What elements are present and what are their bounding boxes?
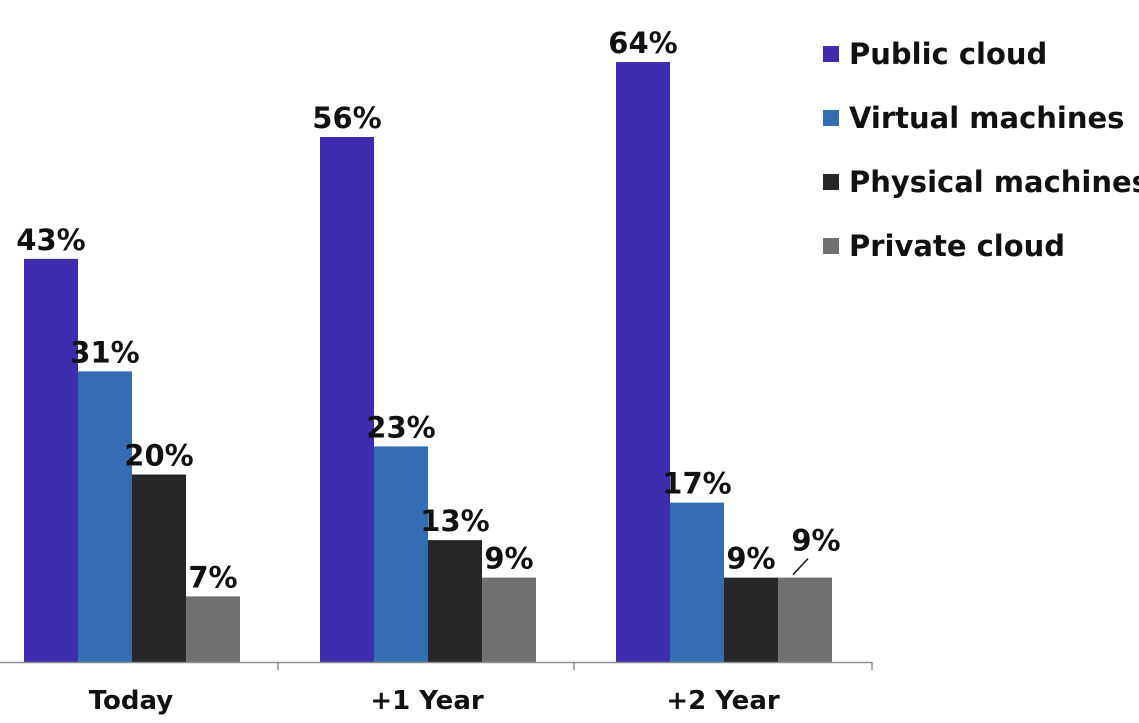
bars-layer bbox=[24, 62, 832, 662]
bar-private-cloud-today bbox=[186, 596, 240, 662]
data-label-public-cloud-today: 43% bbox=[16, 223, 85, 257]
x-tick-label-today: Today bbox=[89, 686, 174, 716]
x-tick-label-2-year: +2 Year bbox=[666, 686, 780, 716]
bar-physical-machines-today bbox=[132, 474, 186, 662]
data-label-private-cloud-today: 7% bbox=[188, 560, 237, 594]
bar-physical-machines-1-year bbox=[428, 540, 482, 662]
bar-private-cloud-1-year bbox=[482, 577, 536, 662]
legend-swatch-public-cloud bbox=[823, 46, 839, 62]
legend-label-virtual-machines: Virtual machines bbox=[849, 101, 1124, 135]
data-label-private-cloud-2-year: 9% bbox=[791, 524, 840, 558]
bar-public-cloud-1-year bbox=[320, 137, 374, 662]
legend-label-public-cloud: Public cloud bbox=[849, 37, 1047, 71]
legend-label-physical-machines: Physical machines bbox=[849, 165, 1139, 199]
data-label-public-cloud-2-year: 64% bbox=[608, 26, 677, 60]
bar-virtual-machines-2-year bbox=[670, 502, 724, 662]
data-label-virtual-machines-2-year: 17% bbox=[662, 467, 731, 501]
legend-label-private-cloud: Private cloud bbox=[849, 229, 1065, 263]
bar-virtual-machines-1-year bbox=[374, 446, 428, 662]
x-axis: Today +1 Year +2 Year bbox=[0, 661, 873, 716]
legend-swatch-physical-machines bbox=[823, 174, 839, 190]
x-tick-label-1-year: +1 Year bbox=[370, 686, 484, 716]
data-label-private-cloud-1-year: 9% bbox=[484, 542, 533, 576]
leader-line-private-cloud-2-year bbox=[792, 558, 809, 576]
legend: Public cloud Virtual machines Physical mac… bbox=[823, 37, 1139, 263]
data-labels-layer: 43% 56% 64% 31% 23% 17% 20% 13% 9% 7% 9% 9% bbox=[16, 26, 840, 594]
legend-swatch-virtual-machines bbox=[823, 110, 839, 126]
bar-public-cloud-today bbox=[24, 258, 78, 662]
data-label-virtual-machines-today: 31% bbox=[70, 335, 139, 369]
data-label-physical-machines-1-year: 13% bbox=[420, 504, 489, 538]
data-label-physical-machines-today: 20% bbox=[124, 439, 193, 473]
bar-physical-machines-2-year bbox=[724, 577, 778, 662]
bar-virtual-machines-today bbox=[78, 371, 132, 662]
data-label-physical-machines-2-year: 9% bbox=[726, 542, 775, 576]
bar-private-cloud-2-year bbox=[778, 577, 832, 662]
data-label-public-cloud-1-year: 56% bbox=[312, 101, 381, 135]
legend-swatch-private-cloud bbox=[823, 238, 839, 254]
bar-public-cloud-2-year bbox=[616, 62, 670, 662]
data-label-virtual-machines-1-year: 23% bbox=[366, 410, 435, 444]
